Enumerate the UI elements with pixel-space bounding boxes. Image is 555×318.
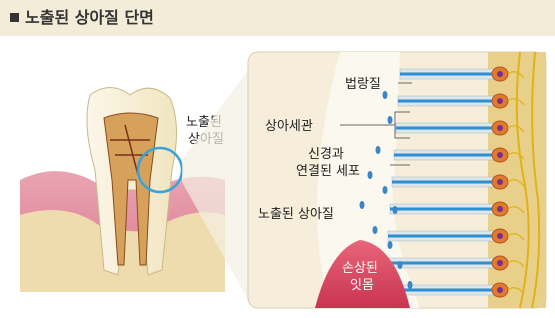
tubules-label: 상아세관 [265, 119, 313, 134]
cell-nucleus [497, 260, 503, 266]
cell-nucleus [497, 206, 503, 212]
cell-nucleus [497, 233, 503, 239]
dentin-dot [393, 206, 398, 214]
tubule-core [390, 208, 498, 211]
cell-nucleus [497, 125, 503, 131]
dentin-dot [373, 226, 378, 234]
dentin-dot [376, 146, 381, 154]
tubule-core [392, 181, 498, 184]
cell-nucleus [497, 98, 503, 104]
header-title: 노출된 상아질 단면 [25, 8, 154, 27]
cell-nucleus [497, 287, 503, 293]
diagram: 노출된 상아질 단면 노출된 상아질 법랑질 상아세관 신경과 연결된 세포 노… [0, 0, 555, 318]
cell-nucleus [497, 71, 503, 77]
cell-nucleus [497, 179, 503, 185]
tubule-core [386, 262, 498, 265]
dentin-dot [388, 241, 393, 249]
dentin-dot [398, 261, 403, 269]
damaged-gum-line: 잇몸 [350, 278, 374, 293]
enamel-label: 법랑질 [345, 77, 381, 92]
tubule-core [400, 73, 498, 76]
page: {"header": {"title": "노출된 상아질 단면"}, "too… [0, 0, 555, 318]
tubule-core [394, 154, 498, 157]
tubule-core [388, 235, 498, 238]
nerve-cells-line: 신경과 [308, 147, 344, 162]
dentin-dot [408, 281, 413, 289]
dentin-dot [368, 171, 373, 179]
tubule-core [398, 100, 498, 103]
exposed-dentin-label: 노출된 상아질 [258, 207, 334, 222]
nerve-cells-line: 연결된 세포 [296, 164, 360, 179]
cell-nucleus [497, 152, 503, 158]
header-bullet [10, 13, 19, 22]
dentin-dot [388, 116, 393, 124]
dentin-dot [360, 201, 365, 209]
dentin-dot [383, 186, 388, 194]
tubule-core [396, 127, 498, 130]
dentin-dot [383, 91, 388, 99]
damaged-gum-line: 손상된 [342, 261, 378, 276]
